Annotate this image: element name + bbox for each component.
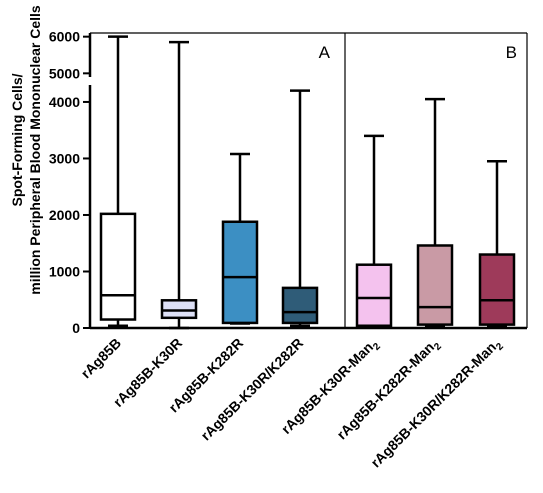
y-tick-label-lower-4: 4000 <box>49 94 80 110</box>
box-series <box>99 35 516 330</box>
box-5 <box>355 134 393 328</box>
iqr-box <box>160 299 198 320</box>
y-tick-label-upper-0: 5000 <box>49 65 80 81</box>
iqr-box <box>221 220 259 325</box>
x-tick-label-7: rAg85B-K30R/K282R-Man2 <box>367 334 506 473</box>
y-tick-label-lower-3: 3000 <box>49 150 80 166</box>
y-tick-label-lower-2: 2000 <box>49 207 80 223</box>
iqr-box <box>355 263 393 327</box>
x-tick-label-1: rAg85B <box>78 335 125 382</box>
y-axis-title-line2: million Peripheral Blood Mononuclear Cel… <box>27 5 43 295</box>
y-axis-title: Spot-Forming Cells/ million Peripheral B… <box>9 5 43 295</box>
panel-label-a: A <box>319 43 331 62</box>
y-tick-label-lower-1: 1000 <box>49 263 80 279</box>
y-tick-label-upper-1: 6000 <box>49 29 80 45</box>
box-3 <box>221 152 259 325</box>
box-1 <box>99 35 137 327</box>
panel-label-b: B <box>506 43 517 62</box>
box-4 <box>281 89 319 327</box>
box-6 <box>416 97 454 328</box>
x-tick-label-6: rAg85B-K282R-Man2 <box>333 334 444 445</box>
iqr-box <box>99 212 137 321</box>
iqr-box <box>416 244 454 326</box>
y-tick-label-lower-0: 0 <box>72 320 80 336</box>
y-axis-ticks: 0 1000 2000 3000 4000 5000 6000 <box>49 29 90 336</box>
plot-frame <box>88 32 528 330</box>
box-2 <box>160 40 198 330</box>
box-7 <box>478 160 516 327</box>
y-axis-title-line1: Spot-Forming Cells/ <box>9 73 25 206</box>
iqr-box <box>478 253 516 326</box>
iqr-box <box>281 286 319 325</box>
x-axis-labels: rAg85BrAg85B-K30RrAg85B-K282RrAg85B-K30R… <box>78 334 507 473</box>
